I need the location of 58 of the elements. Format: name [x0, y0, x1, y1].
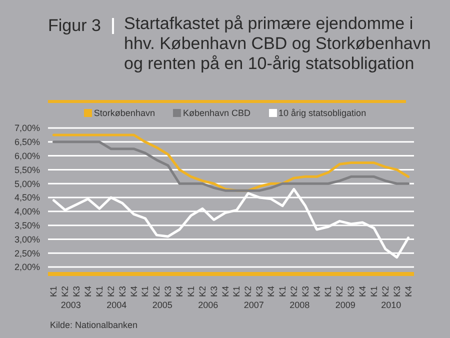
y-tick-label: 5,50% — [14, 164, 40, 175]
legend-label: Storkøbenhavn — [94, 108, 155, 118]
x-tick-label: K1 — [232, 286, 242, 298]
x-tick-label: K3 — [72, 286, 82, 298]
y-tick-label: 2,50% — [14, 248, 40, 258]
line-series — [52, 188, 410, 259]
y-tick-label: 5,00% — [14, 178, 40, 189]
text: 2006 — [197, 300, 220, 310]
y-tick-label: 2,00% — [14, 262, 40, 272]
x-tick-label: K1 — [48, 286, 59, 298]
text: 2003 — [60, 300, 82, 310]
x-tick-label: K4 — [312, 286, 322, 298]
chart-title: Figur 3 — [48, 16, 102, 36]
chart-subtitle: Startafkastet på primære ejendomme i hhv. København CBD og Storkøbenhavn og renten på en 10-årig statsobligation — [124, 14, 432, 74]
y-tick-label: 6,00% — [14, 151, 40, 162]
x-tick-label: K3 — [392, 286, 402, 298]
x-tick-label: K4 — [220, 286, 230, 298]
y-tick-label: 3,00% — [14, 234, 40, 244]
x-tick-label: K4 — [403, 286, 414, 298]
x-tick-label: K2 — [334, 286, 345, 298]
x-tick-label: K2 — [243, 286, 254, 298]
x-tick-label: K1 — [186, 286, 196, 298]
x-tick-label: K2 — [106, 286, 116, 298]
text: 2004 — [106, 300, 128, 310]
x-tick-label: K4 — [266, 286, 276, 298]
text: 2008 — [288, 300, 311, 310]
x-tick-label: K3 — [117, 286, 128, 298]
x-tick-label: K4 — [128, 286, 139, 298]
text: 2005 — [151, 300, 174, 310]
text: 2007 — [242, 300, 265, 310]
y-tick-label: 3,50% — [14, 220, 40, 231]
x-tick-label: K2 — [288, 286, 299, 298]
y-tick-label: 4,50% — [14, 192, 40, 203]
y-tick-label: 7,00% — [14, 123, 40, 134]
text: 2009 — [334, 300, 356, 310]
x-tick-label: K2 — [197, 286, 208, 298]
x-tick-label: K2 — [60, 286, 70, 298]
text: Kilde: Nationalbanken — [50, 320, 138, 330]
x-tick-label: K3 — [300, 286, 310, 298]
x-tick-label: K1 — [94, 286, 104, 298]
x-tick-label: K1 — [323, 286, 334, 298]
x-tick-label: K2 — [380, 286, 390, 298]
x-tick-label: K4 — [174, 286, 185, 298]
x-tick-label: K4 — [358, 286, 368, 298]
x-tick-label: K1 — [368, 286, 379, 298]
legend-label: København CBD — [182, 108, 251, 118]
x-tick-label: K4 — [83, 286, 94, 298]
x-tick-label: K3 — [163, 286, 174, 298]
x-tick-label: K3 — [254, 286, 265, 298]
x-tick-label: K1 — [140, 286, 150, 298]
x-tick-label: K2 — [152, 286, 162, 298]
x-tick-label: K1 — [277, 286, 288, 298]
legend-label: 10 årig statsobligation — [278, 108, 366, 118]
text: 2010 — [380, 300, 402, 310]
y-tick-label: 6,50% — [14, 137, 40, 148]
x-tick-label: K3 — [208, 286, 219, 298]
x-tick-label: K3 — [346, 286, 356, 298]
y-tick-label: 4,00% — [14, 206, 40, 217]
